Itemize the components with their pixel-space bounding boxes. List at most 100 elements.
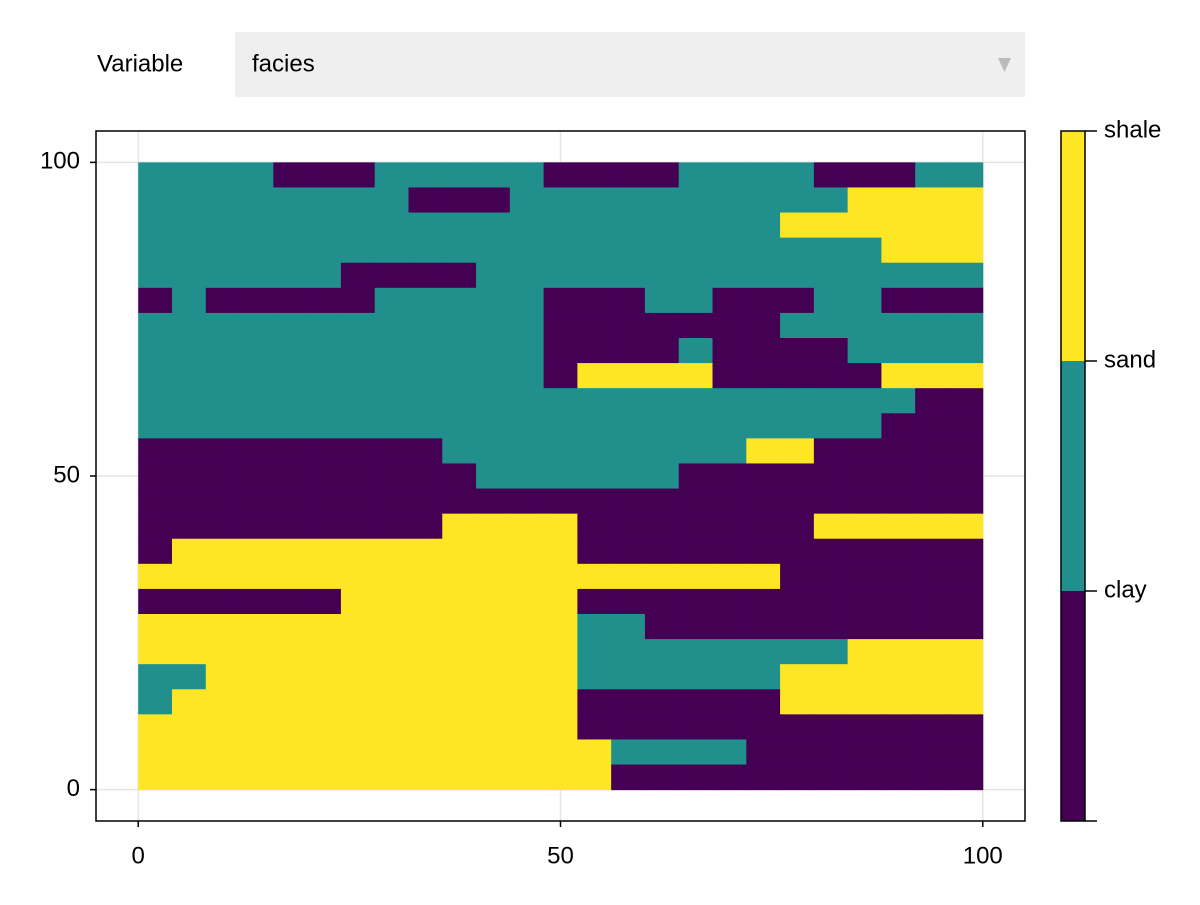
heatmap-cell bbox=[915, 363, 950, 389]
heatmap-cell bbox=[205, 739, 241, 766]
heatmap-cell bbox=[881, 563, 916, 590]
heatmap-cell bbox=[543, 187, 578, 214]
heatmap-cell bbox=[780, 262, 815, 289]
heatmap-cell bbox=[239, 513, 274, 540]
heatmap-cell bbox=[611, 413, 646, 439]
heatmap-cell bbox=[340, 714, 376, 740]
heatmap-cell bbox=[712, 438, 747, 464]
heatmap-cell bbox=[509, 664, 545, 690]
heatmap-cell bbox=[915, 187, 950, 214]
heatmap-cell bbox=[881, 187, 916, 214]
heatmap-cell bbox=[205, 513, 241, 540]
heatmap-cell bbox=[678, 413, 714, 439]
heatmap-cell bbox=[205, 664, 241, 690]
heatmap-cell bbox=[948, 614, 984, 640]
heatmap-cell bbox=[611, 438, 646, 464]
heatmap-cell bbox=[881, 664, 916, 690]
heatmap-cell bbox=[239, 739, 274, 766]
heatmap-cell bbox=[138, 363, 173, 389]
heatmap-cell bbox=[611, 187, 646, 214]
heatmap-cell bbox=[239, 438, 274, 464]
heatmap-cell bbox=[374, 689, 409, 715]
heatmap-cell bbox=[577, 513, 612, 540]
heatmap-cell bbox=[543, 488, 578, 515]
dropdown-box[interactable] bbox=[235, 32, 1025, 97]
heatmap-cell bbox=[340, 388, 376, 414]
heatmap-cell bbox=[408, 513, 443, 540]
heatmap-cell bbox=[746, 588, 781, 615]
heatmap-cell bbox=[408, 162, 443, 188]
heatmap-cell bbox=[712, 162, 747, 188]
heatmap-cell bbox=[780, 614, 815, 640]
heatmap-cell bbox=[543, 689, 578, 715]
heatmap-cell bbox=[712, 312, 747, 339]
heatmap-cell bbox=[239, 588, 274, 615]
heatmap-cell bbox=[273, 488, 308, 515]
heatmap-cell bbox=[780, 237, 815, 264]
heatmap-cell bbox=[408, 413, 443, 439]
heatmap-cell bbox=[780, 563, 815, 590]
heatmap-cell bbox=[813, 714, 849, 740]
heatmap-cell bbox=[543, 588, 578, 615]
heatmap-cell bbox=[509, 338, 545, 364]
heatmap-cell bbox=[340, 639, 376, 665]
heatmap-cell bbox=[847, 739, 882, 766]
heatmap-cell bbox=[644, 538, 680, 565]
heatmap-cell bbox=[746, 413, 781, 439]
heatmap-cell bbox=[915, 614, 950, 640]
heatmap-cell bbox=[442, 563, 477, 590]
heatmap-cell bbox=[611, 262, 646, 289]
heatmap-cell bbox=[476, 764, 511, 791]
heatmap-cell bbox=[915, 739, 950, 766]
heatmap-cell bbox=[712, 237, 747, 264]
heatmap-cell bbox=[273, 212, 308, 239]
heatmap-cell bbox=[543, 664, 578, 690]
dropdown-value[interactable]: facies bbox=[252, 50, 315, 77]
heatmap-cell bbox=[678, 689, 714, 715]
dropdown[interactable]: facies bbox=[235, 32, 1025, 97]
heatmap-cell bbox=[340, 614, 376, 640]
heatmap-cell bbox=[577, 438, 612, 464]
heatmap-cell bbox=[138, 262, 173, 289]
heatmap-cell bbox=[273, 764, 308, 791]
heatmap-cell bbox=[881, 639, 916, 665]
heatmap-cell bbox=[813, 287, 849, 314]
heatmap-cell bbox=[307, 413, 342, 439]
heatmap-cell bbox=[611, 639, 646, 665]
heatmap-cell bbox=[813, 664, 849, 690]
heatmap-cell bbox=[408, 764, 443, 791]
heatmap-cell bbox=[915, 689, 950, 715]
heatmap-cell bbox=[307, 714, 342, 740]
heatmap-cell bbox=[712, 689, 747, 715]
heatmap-cell bbox=[307, 463, 342, 490]
heatmap-cell bbox=[915, 312, 950, 339]
heatmap-cell bbox=[476, 538, 511, 565]
heatmap-cell bbox=[813, 438, 849, 464]
dropdown-arrow[interactable] bbox=[998, 58, 1011, 72]
heatmap-cell bbox=[813, 212, 849, 239]
heatmap-cell bbox=[915, 438, 950, 464]
heatmap-cell bbox=[172, 413, 207, 439]
heatmap-cell bbox=[172, 262, 207, 289]
heatmap-cell bbox=[881, 764, 916, 791]
heatmap-cell bbox=[408, 212, 443, 239]
heatmap-cell bbox=[205, 162, 241, 188]
heatmap-cell bbox=[847, 262, 882, 289]
colorbar-band bbox=[1061, 131, 1085, 361]
heatmap-cell bbox=[273, 513, 308, 540]
heatmap-cell bbox=[780, 312, 815, 339]
heatmap-cell bbox=[442, 513, 477, 540]
heatmap-cell bbox=[239, 363, 274, 389]
colorbar-band bbox=[1061, 361, 1085, 591]
heatmap-cell bbox=[172, 714, 207, 740]
heatmap-cell bbox=[476, 664, 511, 690]
heatmap-cell bbox=[611, 338, 646, 364]
heatmap-cell bbox=[408, 614, 443, 640]
heatmap-cell bbox=[577, 614, 612, 640]
heatmap-cell bbox=[476, 312, 511, 339]
heatmap-cell bbox=[881, 689, 916, 715]
colorbar-label: clay bbox=[1104, 576, 1147, 603]
heatmap-cell bbox=[847, 614, 882, 640]
heatmap-cell bbox=[948, 764, 984, 791]
heatmap-cell bbox=[239, 187, 274, 214]
